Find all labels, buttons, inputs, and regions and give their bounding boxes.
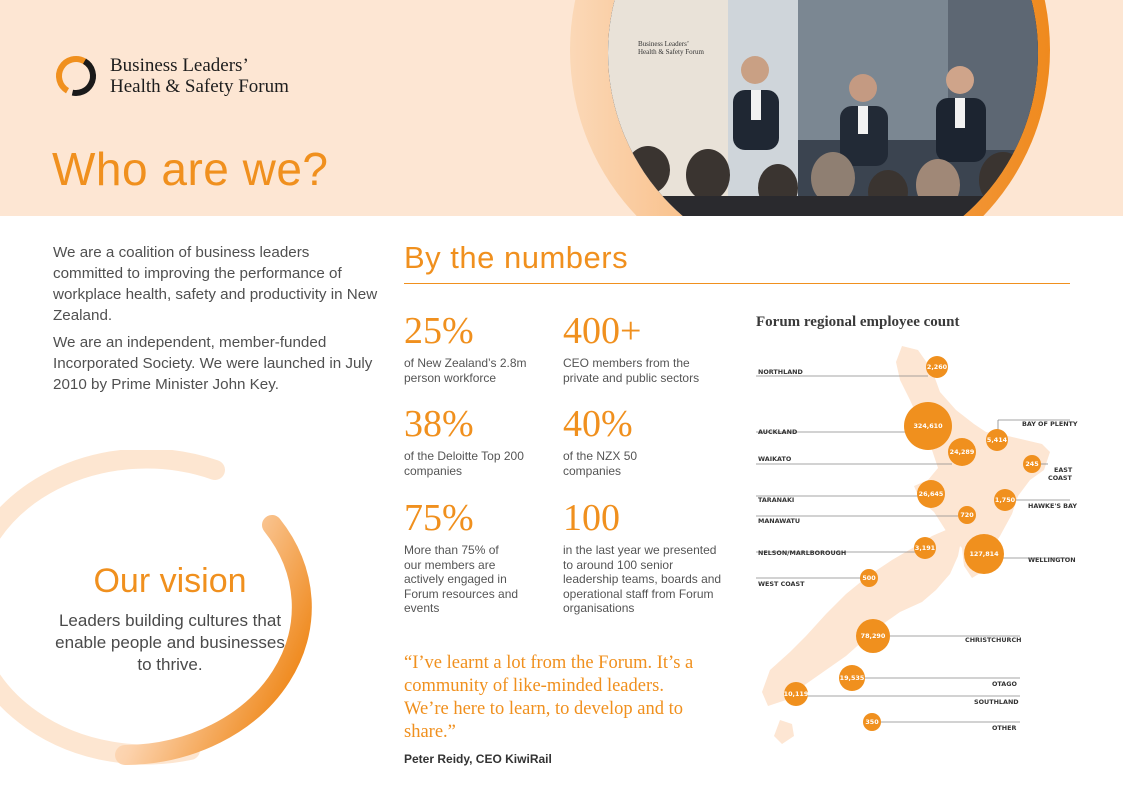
svg-text:1,750: 1,750 [995,496,1016,504]
bubble-northland [926,356,948,378]
vision-ring [0,450,312,765]
svg-text:CHRISTCHURCH: CHRISTCHURCH [965,636,1022,644]
svg-text:Business Leaders’: Business Leaders’ [638,40,689,48]
svg-text:OTHER: OTHER [992,724,1017,732]
svg-text:HAWKE'S BAY: HAWKE'S BAY [1028,502,1077,510]
stat-workforce: 25% of New Zealand’s 2.8m person workfor… [404,312,544,385]
stat-description: of the Deloitte Top 200 companies [404,449,524,478]
svg-text:350: 350 [865,718,879,726]
bubble-other [863,713,881,731]
stat-value: 100 [563,497,620,539]
bubble-otago [839,665,865,691]
stat-description: More than 75% of our members are activel… [404,543,519,615]
vision-text: Leaders building cultures that enable pe… [55,611,285,674]
panelist-2 [840,74,888,166]
region-bubbles [784,356,1041,731]
south-island-shape [762,530,962,706]
testimonial-quote: “I’ve learnt a lot from the Forum. It’s … [404,653,694,742]
svg-text:24,289: 24,289 [950,448,975,456]
stat-description: of New Zealand’s 2.8m person workforce [404,356,527,385]
stat-presentations: 100 in the last year we presented to aro… [563,499,723,616]
numbers-divider [404,283,1070,284]
testimonial-author: Peter Reidy, CEO KiwiRail [404,752,552,766]
svg-text:3,191: 3,191 [915,544,935,552]
panel-discussion-photo: Business Leaders’ Health & Safety Forum [608,0,1038,216]
bubble-values: 2,260 324,610 5,414 24,289 245 26,645 1,… [784,363,1039,726]
stat-description: of the NZX 50 companies [563,449,638,478]
numbers-title: By the numbers [404,240,629,275]
brand-logo: Business Leaders’ Health & Safety Forum [52,52,289,100]
svg-text:AUCKLAND: AUCKLAND [758,428,797,436]
bubble-auckland [904,402,952,450]
svg-text:COAST: COAST [1048,474,1072,482]
brand-line-2: Health & Safety Forum [110,76,289,97]
intro-text: We are a coalition of business leaders c… [53,242,383,395]
bubble-southland [784,682,808,706]
vision-ring-wrap [0,450,350,794]
svg-text:TARANAKI: TARANAKI [758,496,794,504]
svg-text:MANAWATU: MANAWATU [758,517,800,525]
svg-text:127,814: 127,814 [969,550,999,558]
page-title: Who are we? [52,143,329,195]
nz-employee-map: 2,260 324,610 5,414 24,289 245 26,645 1,… [756,346,1078,744]
audience [608,146,1038,216]
svg-text:26,645: 26,645 [919,490,944,498]
bubble-east-coast [1023,455,1041,473]
svg-text:OTAGO: OTAGO [992,680,1017,688]
svg-text:78,290: 78,290 [861,632,886,640]
svg-text:NORTHLAND: NORTHLAND [758,368,803,376]
bubble-hawkes-bay [994,489,1016,511]
svg-text:19,535: 19,535 [840,674,865,682]
bubble-waikato [948,438,976,466]
svg-text:245: 245 [1025,460,1038,468]
region-labels: NORTHLAND AUCKLAND BAY OF PLENTY WAIKATO… [758,368,1078,732]
bubble-bay-of-plenty [986,429,1008,451]
intro-paragraph-1: We are a coalition of business leaders c… [53,244,378,324]
stat-ceo-members: 400+ CEO members from the private and pu… [563,312,713,385]
panelist-3 [936,66,986,162]
bubble-wellington [964,534,1004,574]
bubble-manawatu [958,506,976,524]
svg-text:SOUTHLAND: SOUTHLAND [974,698,1019,706]
svg-text:WELLINGTON: WELLINGTON [1028,556,1076,564]
svg-text:WEST COAST: WEST COAST [758,580,805,588]
bubble-nelson-marlborough [914,537,936,559]
stat-value: 40% [563,403,633,445]
intro-paragraph-2: We are an independent, member-funded Inc… [53,334,373,393]
svg-text:324,610: 324,610 [913,422,943,430]
svg-text:WAIKATO: WAIKATO [758,455,792,463]
stat-value: 25% [404,310,474,352]
svg-text:720: 720 [960,511,974,519]
brand-name: Business Leaders’ Health & Safety Forum [110,55,289,97]
svg-text:2,260: 2,260 [927,363,948,371]
bubble-taranaki [917,480,945,508]
map-title: Forum regional employee count [756,314,960,330]
stat-engaged: 75% More than 75% of our members are act… [404,499,519,616]
svg-text:EAST: EAST [1054,466,1073,474]
vision-title: Our vision [93,562,247,600]
bubble-christchurch [856,619,890,653]
svg-text:NELSON/MARLBOROUGH: NELSON/MARLBOROUGH [758,549,846,557]
svg-text:5,414: 5,414 [987,436,1008,444]
svg-text:500: 500 [862,574,876,582]
svg-text:10,119: 10,119 [784,690,809,698]
stewart-island-shape [774,720,794,744]
svg-text:BAY OF PLENTY: BAY OF PLENTY [1022,420,1078,428]
stat-value: 400+ [563,310,642,352]
leader-lines [756,375,1070,723]
stat-description: CEO members from the private and public … [563,356,700,385]
panel-photo: Business Leaders’ Health & Safety Forum [570,0,1050,216]
svg-text:Health & Safety Forum: Health & Safety Forum [638,48,704,56]
panelist-1 [733,56,779,150]
stat-deloitte: 38% of the Deloitte Top 200 companies [404,405,524,478]
photo-circle: Business Leaders’ Health & Safety Forum [608,0,1038,216]
brand-line-1: Business Leaders’ [110,55,249,76]
stat-value: 75% [404,497,474,539]
bubble-west-coast [860,569,878,587]
stat-description: in the last year we presented to around … [563,543,722,615]
stat-value: 38% [404,403,474,445]
forum-logo-icon [56,56,96,96]
stat-nzx: 40% of the NZX 50 companies [563,405,653,478]
